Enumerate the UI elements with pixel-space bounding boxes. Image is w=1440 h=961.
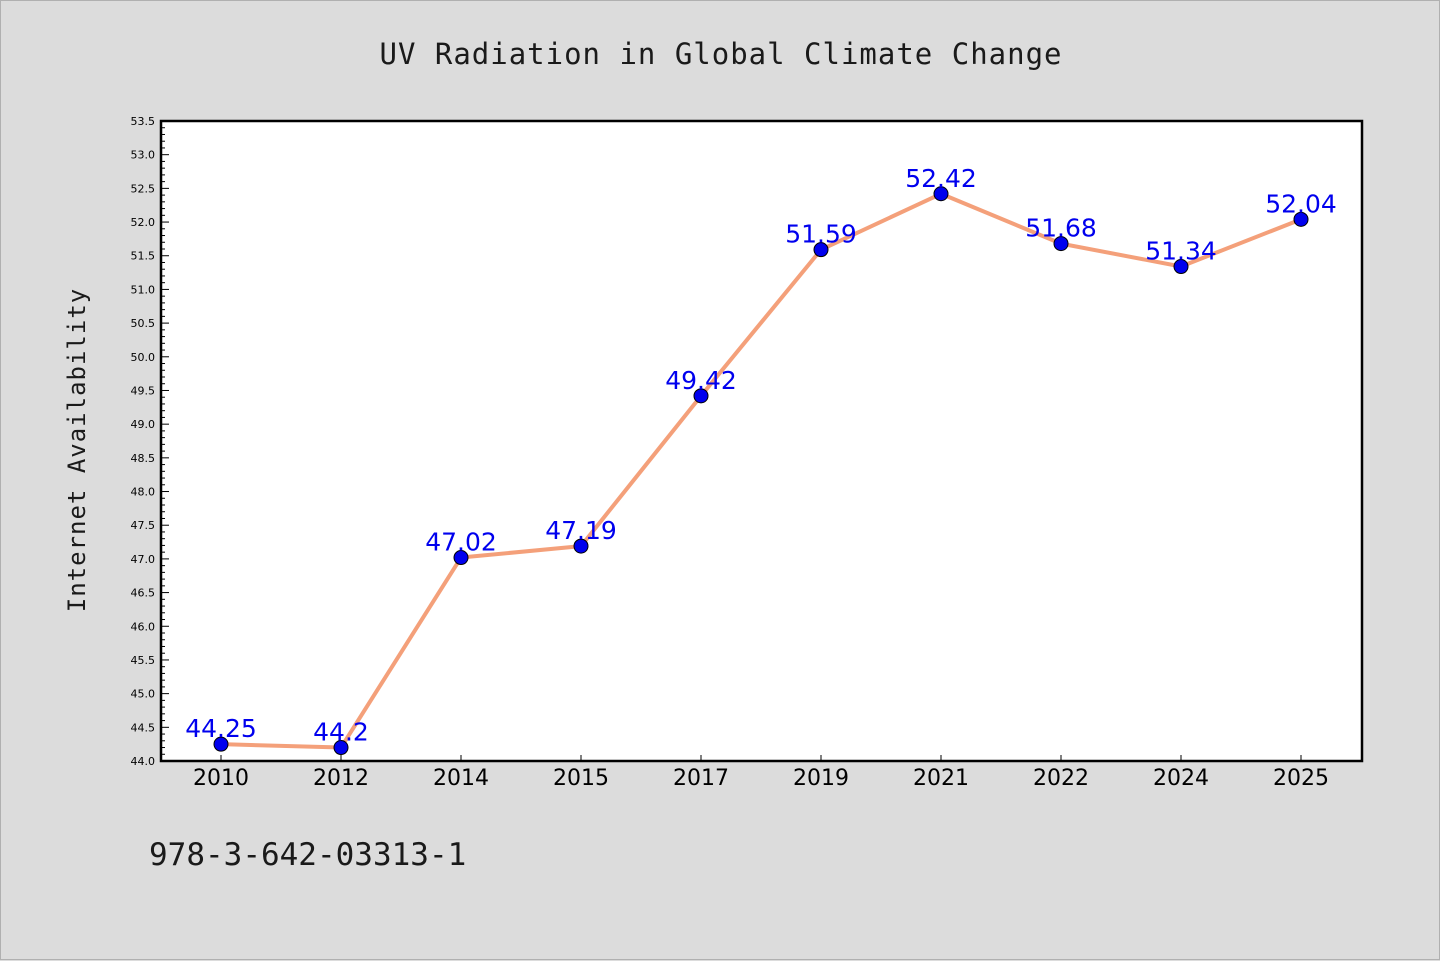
- y-tick-label: 50.0: [131, 351, 156, 364]
- y-tick-label: 45.0: [131, 688, 156, 701]
- data-point: [573, 538, 589, 554]
- data-markers: [213, 186, 1309, 756]
- y-axis: 44.0 44.5 45.0 45.5 46.0 46.5 47.0 47.5 48.0 48.5…: [131, 115, 169, 768]
- data-point: [1173, 259, 1189, 275]
- y-tick-label: 47.0: [131, 553, 156, 566]
- y-tick-label: 53.5: [131, 115, 156, 128]
- data-label: 44.2: [313, 718, 369, 747]
- x-tick-label: 2021: [913, 766, 969, 791]
- plot-area: [159, 119, 1364, 763]
- x-tick-label: 2017: [673, 766, 729, 791]
- data-label: 52.42: [905, 164, 977, 193]
- y-tick-label: 46.0: [131, 620, 156, 633]
- data-point: [1293, 211, 1309, 227]
- x-tick-label: 2010: [193, 766, 249, 791]
- x-tick-label: 2014: [433, 766, 489, 791]
- y-tick-label: 51.5: [131, 250, 156, 263]
- data-label: 51.34: [1145, 237, 1217, 266]
- data-label: 51.68: [1025, 214, 1097, 243]
- y-tick-label: 44.0: [131, 755, 156, 768]
- data-label: 51.59: [785, 220, 857, 249]
- y-axis-label: Internet Availability: [63, 288, 91, 612]
- y-tick-label: 44.5: [131, 721, 156, 734]
- series-line: [220, 191, 1302, 750]
- x-tick-label: 2022: [1033, 766, 1089, 791]
- y-tick-label: 48.5: [131, 452, 156, 465]
- data-point: [333, 740, 349, 756]
- y-tick-label: 52.5: [131, 182, 156, 195]
- y-tick-label: 45.5: [131, 654, 156, 667]
- x-tick-label: 2025: [1273, 766, 1329, 791]
- data-label: 49.42: [665, 366, 737, 395]
- data-point: [933, 186, 949, 202]
- data-labels: 44.25 44.2 47.02 47.19 49.42 51.59 52.42 51.68 5…: [185, 164, 1337, 747]
- y-tick-label: 47.5: [131, 519, 156, 532]
- chart-title: UV Radiation in Global Climate Change: [379, 37, 1062, 71]
- x-tick-label: 2012: [313, 766, 369, 791]
- x-tick-label: 2015: [553, 766, 609, 791]
- y-tick-label: 49.0: [131, 418, 156, 431]
- data-label: 52.04: [1265, 189, 1337, 218]
- y-tick-label: 52.0: [131, 216, 156, 229]
- y-tick-label: 51.0: [131, 283, 156, 296]
- y-tick-label: 46.5: [131, 587, 156, 600]
- data-point: [813, 242, 829, 258]
- x-axis: 2010 2012 2014 2015 2017 2019 2021 2022 2024 2025: [193, 755, 1329, 791]
- data-point: [693, 388, 709, 404]
- data-label: 47.19: [545, 516, 617, 545]
- footnote-isbn: 978-3-642-03313-1: [149, 837, 466, 873]
- data-point: [1053, 236, 1069, 252]
- data-point: [213, 736, 229, 752]
- y-tick-label: 53.0: [131, 149, 156, 162]
- y-tick-label: 48.0: [131, 486, 156, 499]
- x-tick-label: 2024: [1153, 766, 1209, 791]
- data-label: 44.25: [185, 714, 257, 743]
- y-tick-label: 49.5: [131, 384, 156, 397]
- y-tick-label: 50.5: [131, 317, 156, 330]
- data-point: [453, 550, 469, 566]
- x-tick-label: 2019: [793, 766, 849, 791]
- data-label: 47.02: [425, 528, 497, 557]
